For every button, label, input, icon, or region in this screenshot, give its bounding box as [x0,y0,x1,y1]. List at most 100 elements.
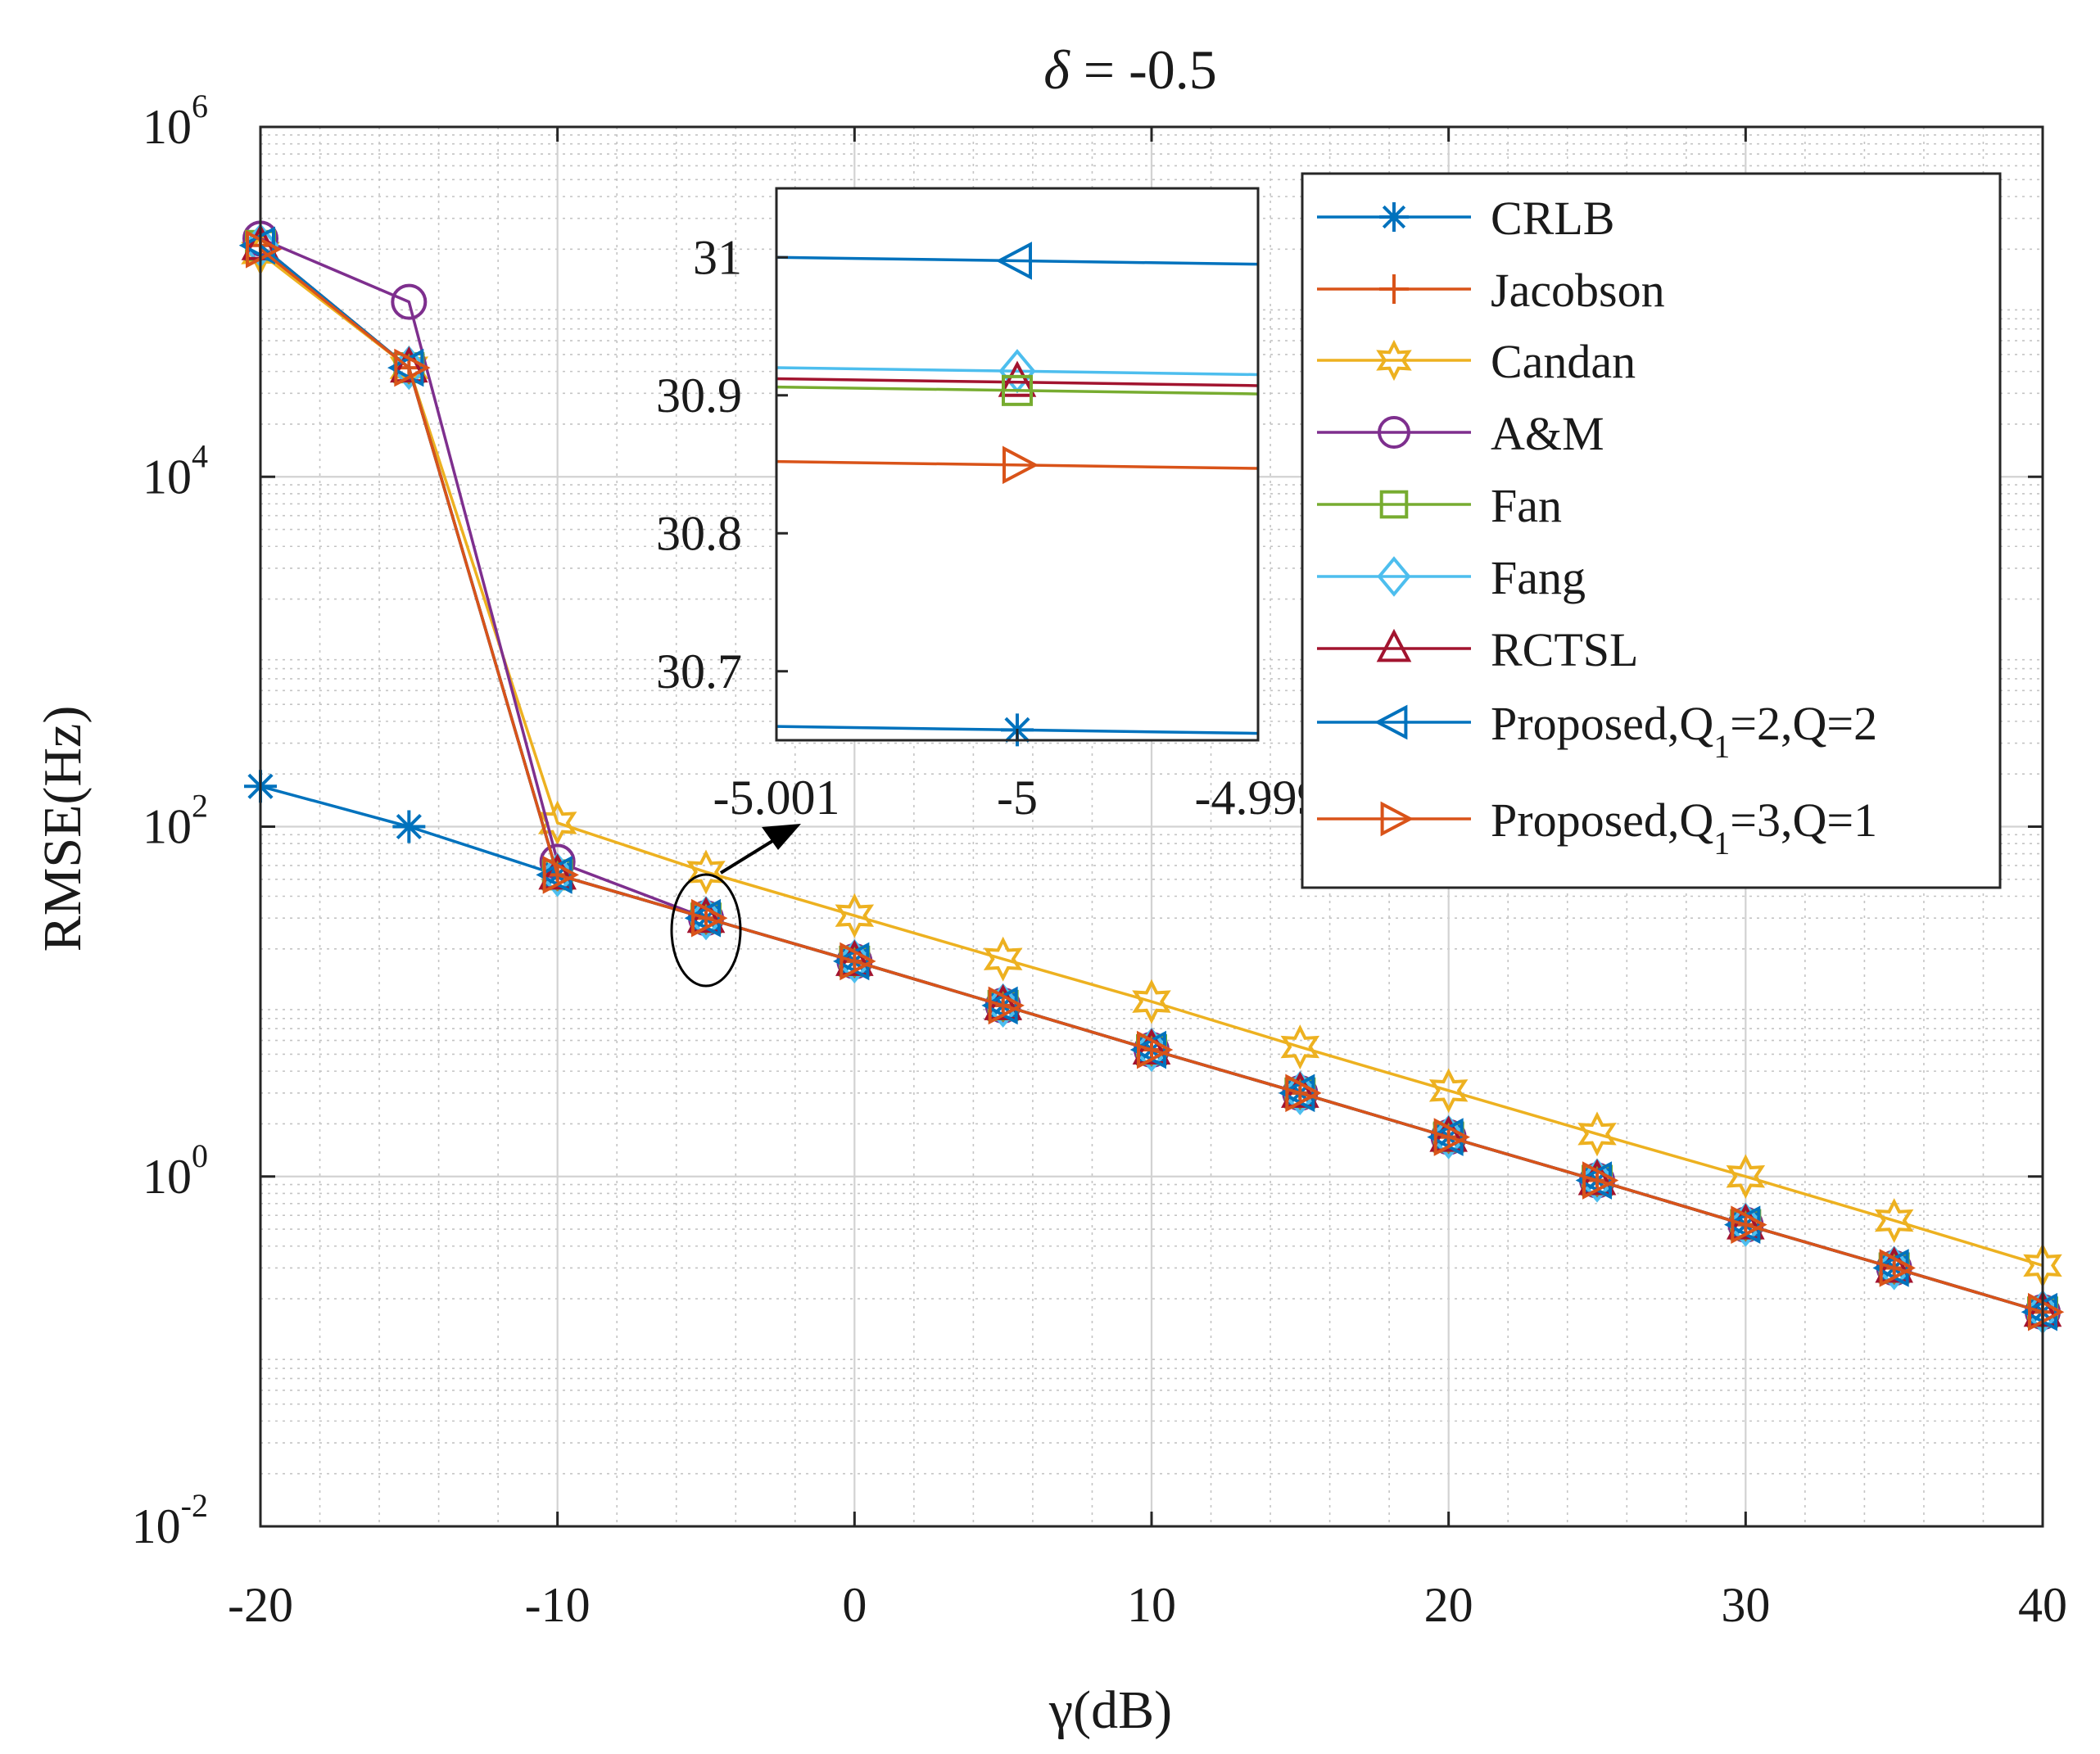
data-point [687,896,725,941]
legend-entry-rctsl: RCTSL [1317,623,1639,676]
y-tick-label: 10-2 [132,1487,208,1553]
legend-swatch-marker [1376,628,1412,662]
data-point [1132,979,1171,1024]
legend-entry-crlb: CRLB [1317,192,1615,245]
legend-swatch-marker [1379,202,1409,232]
data-point [840,942,876,981]
zoom-arrow-shaft [719,837,778,875]
data-point [392,810,426,843]
legend-entry-fang: Fang [1317,551,1586,604]
data-point [686,849,726,895]
data-point [2021,1292,2057,1331]
series-line [259,247,2043,1313]
legend-label: CRLB [1491,192,1615,245]
legend: CRLB Jacobson Candan A&M Fan Fang RCTSL Propose… [1301,172,2002,889]
data-point [1731,1205,1767,1244]
x-tick-label: -10 [525,1578,591,1632]
data-point [387,348,424,387]
inset-series-line [776,377,1259,387]
legend-swatch-marker [1377,556,1411,597]
data-point [1879,1249,1916,1287]
data-point [684,898,721,938]
legend-swatch-marker [1378,416,1410,449]
y-tick-label: 100 [143,1137,208,1204]
zoom-arrow-head [762,824,801,850]
inset-data-point [995,242,1032,280]
data-point [1281,1070,1319,1115]
legend-label: A&M [1491,407,1604,460]
legend-label: Fang [1491,551,1586,604]
inset-y-tick-label: 31 [693,230,742,284]
legend-entry-candan: Candan [1317,335,1636,388]
data-point [390,345,428,391]
inset-series-line [776,459,1259,470]
inset-x-tick-label: -5.001 [713,771,840,825]
legend-entry-proposed-q1-2-q-2: Proposed,Q1=2,Q=2 [1317,697,1877,765]
inset-series-proposed-q1-2-q-2 [776,242,1259,280]
data-point [1578,1158,1616,1203]
legend-label: RCTSL [1491,623,1639,676]
data-point [1876,1245,1913,1291]
inset-y-tick-label: 30.8 [656,506,742,560]
x-tick-label: 20 [1424,1578,1473,1632]
inset-series-line [776,385,1259,396]
x-tick-label: 40 [2018,1578,2067,1632]
data-point [691,898,728,938]
data-point [1279,1074,1315,1113]
legend-entry-jacobson: Jacobson [1317,264,1665,317]
inset-y-tick-label: 30.9 [656,368,742,423]
data-point [1874,1198,1914,1243]
legend-entry-aandm: A&M [1317,407,1604,460]
legend-swatch-marker [1379,274,1409,304]
y-axis-label: RMSE(Hz) [33,706,93,952]
data-point [981,986,1018,1025]
data-point [1872,1249,1909,1287]
y-tick-label: 106 [143,88,208,154]
data-point [542,856,579,894]
series-line [259,251,2043,1268]
data-point [1433,1118,1470,1156]
data-point [1724,1205,1761,1244]
data-point [835,893,875,938]
inset-series-line [776,366,1259,377]
legend-entry-proposed-q1-3-q-1: Proposed,Q1=3,Q=1 [1317,793,1877,861]
data-point [835,938,873,984]
x-tick-label: 10 [1127,1578,1176,1632]
data-point [833,942,870,981]
data-point [1428,1068,1469,1114]
legend-label: Fan [1491,479,1562,532]
data-point [1129,1030,1166,1069]
data-point [983,936,1023,982]
legend-entry-fan: Fan [1317,479,1562,532]
data-point [537,800,577,846]
zoom-ellipse [670,873,742,988]
axes-layer: -20 -10 0 10 20 30 40 10-2 100 102 104 106 [132,88,2067,1632]
inset-y-tick-label: 30.7 [656,644,742,698]
legend-swatch-marker [1376,339,1412,382]
series-layer [238,220,2065,1335]
inset-x-tick-label: -4.999 [1195,771,1322,825]
x-tick-label: -20 [228,1578,293,1632]
data-point [246,230,283,269]
data-point [1133,1027,1170,1073]
data-point [1430,1114,1468,1160]
inset-series-line [776,255,1259,266]
series-proposed-q1-3-q-1 [246,230,2065,1331]
data-point [988,986,1025,1025]
legend-swatch-marker [1374,704,1408,740]
data-point [1280,1024,1320,1070]
inset-data-point [1002,445,1039,485]
data-point [538,853,577,890]
x-axis-label: γ(dB) [1048,1680,1172,1740]
legend-swatch-marker [1380,801,1414,837]
data-point [390,346,428,383]
data-point [1137,1030,1174,1069]
zoom-inset: 30.7 30.8 30.9 31 -5.001 -5 -4.999 [656,187,1322,825]
y-tick-label: 104 [143,437,208,504]
data-point [2028,1292,2065,1331]
legend-label: Candan [1491,335,1636,388]
data-point [1575,1161,1612,1200]
legend-label: Proposed,Q1=3,Q=1 [1491,793,1877,861]
inset-x-tick-label: -5 [997,771,1038,825]
